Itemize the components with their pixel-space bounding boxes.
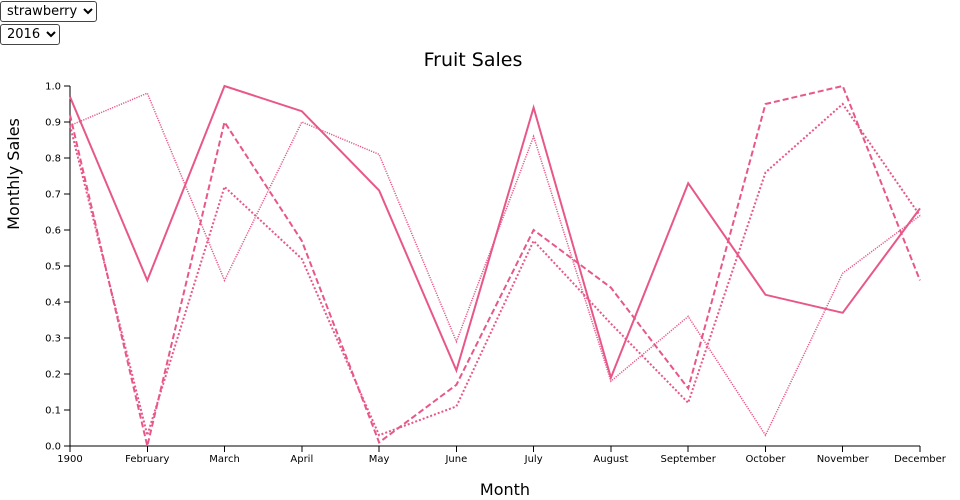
series-line-2 bbox=[69, 84, 921, 447]
series-line-1 bbox=[69, 84, 921, 381]
y-tick-label: 0.7 bbox=[45, 190, 61, 201]
y-tick-label: 0.2 bbox=[45, 370, 61, 381]
x-tick-label: February bbox=[125, 454, 169, 465]
x-tick-label: July bbox=[524, 454, 543, 465]
y-tick-label: 0.1 bbox=[45, 406, 61, 417]
x-tick-label: April bbox=[290, 454, 313, 465]
y-tick-label: 0.0 bbox=[45, 442, 61, 453]
x-tick-label: June bbox=[444, 454, 467, 465]
x-tick-label: March bbox=[209, 454, 239, 465]
series-lines bbox=[69, 84, 921, 447]
axes: 1900 February March April May June July August S… bbox=[45, 82, 947, 466]
x-tick-label: 1900 bbox=[57, 454, 82, 465]
y-tick-label: 0.8 bbox=[45, 154, 61, 165]
controls: strawberry 2016 bbox=[0, 0, 97, 47]
y-tick-label: 1.0 bbox=[45, 82, 61, 93]
x-tick-label: May bbox=[369, 454, 390, 465]
series-line-4 bbox=[69, 92, 921, 437]
year-select[interactable]: 2016 bbox=[0, 24, 60, 45]
y-tick-label: 0.5 bbox=[45, 262, 61, 273]
x-tick-label: October bbox=[745, 454, 786, 465]
x-tick-label: August bbox=[593, 454, 628, 465]
fruit-select[interactable]: strawberry bbox=[0, 1, 97, 22]
y-tick-label: 0.9 bbox=[45, 118, 61, 129]
chart-title: Fruit Sales bbox=[424, 49, 523, 71]
x-tick-label: November bbox=[817, 454, 870, 465]
y-tick-label: 0.6 bbox=[45, 226, 61, 237]
x-tick-label: December bbox=[894, 454, 947, 465]
x-tick-label: September bbox=[661, 454, 717, 465]
y-tick-label: 0.4 bbox=[45, 298, 61, 309]
x-axis-title: Month bbox=[480, 480, 530, 499]
y-axis-title: Monthly Sales bbox=[4, 118, 23, 230]
y-tick-label: 0.3 bbox=[45, 334, 61, 345]
